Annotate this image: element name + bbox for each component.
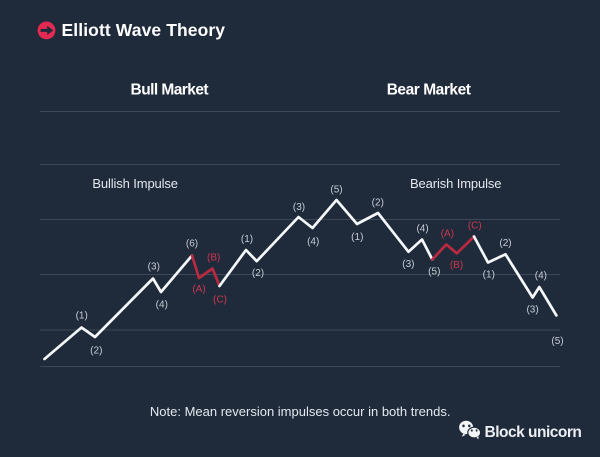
svg-text:(A): (A) bbox=[441, 229, 454, 240]
svg-text:(C): (C) bbox=[468, 221, 482, 232]
svg-text:(5): (5) bbox=[428, 266, 440, 277]
svg-text:(C): (C) bbox=[213, 295, 227, 306]
svg-text:(B): (B) bbox=[450, 260, 463, 271]
svg-text:(5): (5) bbox=[551, 336, 563, 347]
svg-text:(4): (4) bbox=[307, 236, 319, 247]
svg-text:(3): (3) bbox=[293, 202, 305, 213]
svg-text:Block unicorn: Block unicorn bbox=[485, 424, 582, 441]
svg-text:(2): (2) bbox=[90, 345, 102, 356]
svg-text:(4): (4) bbox=[416, 223, 428, 234]
svg-text:(2): (2) bbox=[252, 268, 264, 279]
svg-text:(3): (3) bbox=[402, 259, 414, 270]
svg-text:(1): (1) bbox=[76, 311, 88, 322]
svg-text:Elliott Wave Theory: Elliott Wave Theory bbox=[62, 20, 226, 40]
svg-text:Bull Market: Bull Market bbox=[131, 81, 209, 98]
svg-text:(1): (1) bbox=[241, 234, 253, 245]
svg-text:(2): (2) bbox=[499, 238, 511, 249]
svg-text:(4): (4) bbox=[156, 300, 168, 311]
svg-text:(3): (3) bbox=[148, 262, 160, 273]
svg-text:(A): (A) bbox=[192, 284, 205, 295]
svg-text:Bearish Impulse: Bearish Impulse bbox=[410, 176, 501, 191]
svg-text:(3): (3) bbox=[526, 305, 538, 316]
svg-text:(B): (B) bbox=[207, 253, 220, 264]
svg-text:Bear Market: Bear Market bbox=[387, 81, 471, 98]
svg-text:(1): (1) bbox=[351, 232, 363, 243]
svg-text:(2): (2) bbox=[372, 198, 384, 209]
svg-text:Note: Mean reversion impulses: Note: Mean reversion impulses occur in b… bbox=[150, 404, 451, 419]
svg-text:(1): (1) bbox=[483, 269, 495, 280]
svg-text:(6): (6) bbox=[186, 239, 198, 250]
svg-text:(5): (5) bbox=[330, 184, 342, 195]
svg-text:Bullish Impulse: Bullish Impulse bbox=[92, 176, 177, 191]
svg-text:(4): (4) bbox=[535, 270, 547, 281]
